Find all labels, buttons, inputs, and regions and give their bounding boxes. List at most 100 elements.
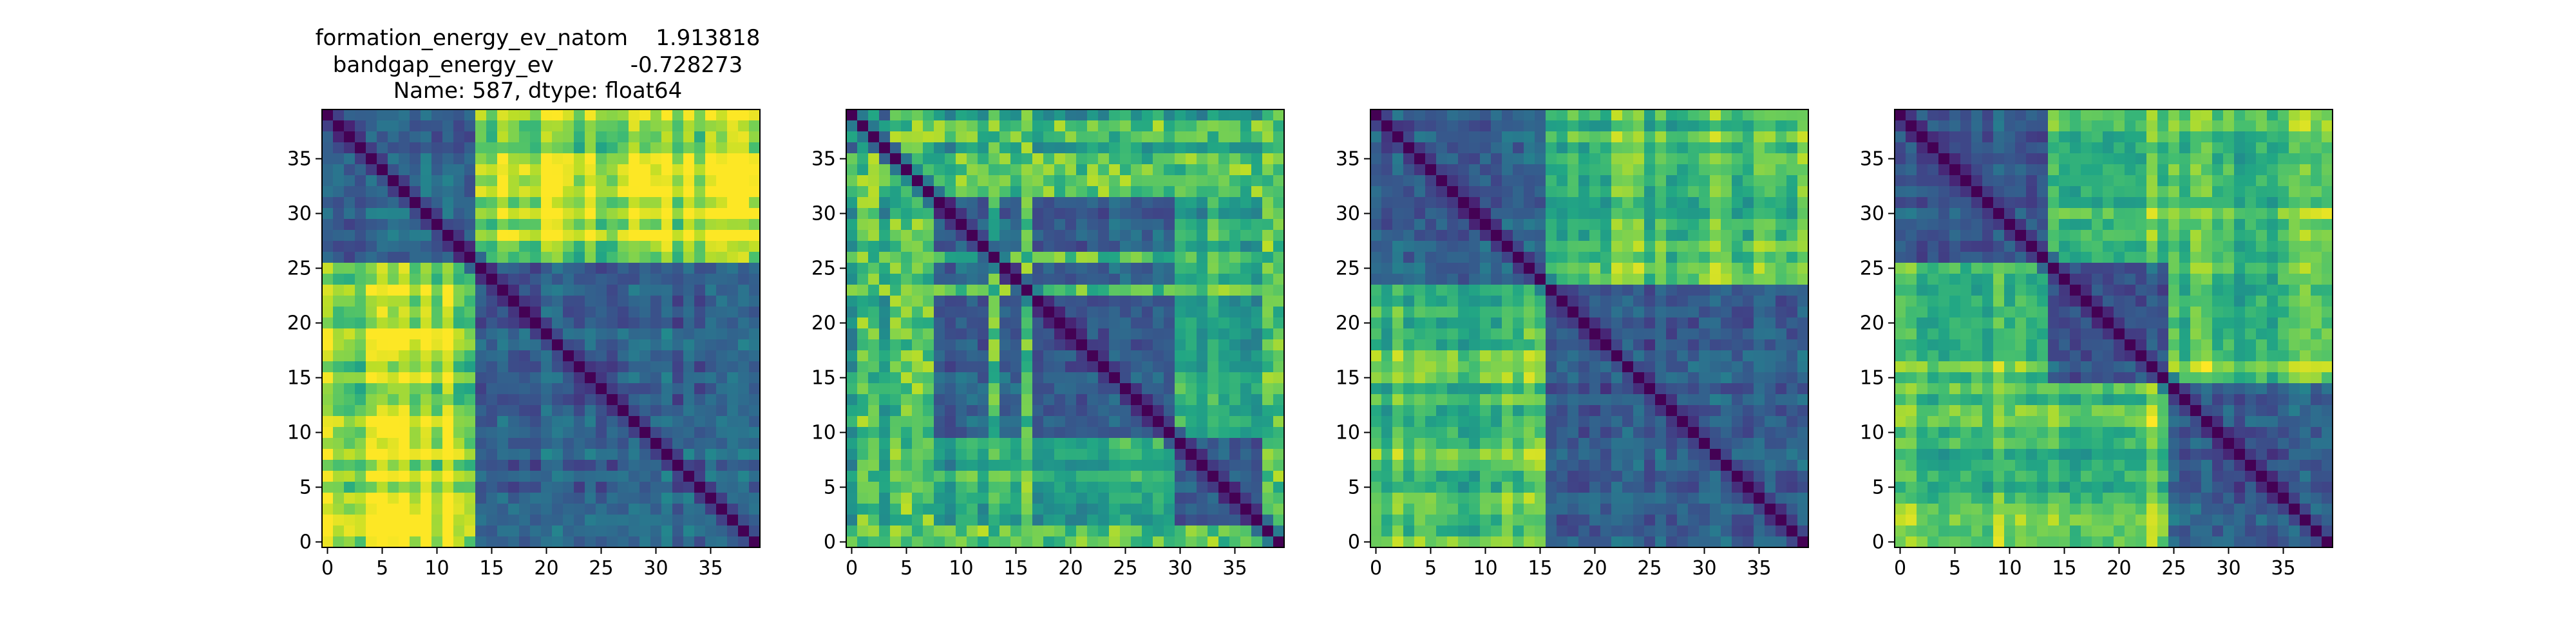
heatmap-cell xyxy=(629,296,640,307)
heatmap-cell xyxy=(1480,175,1492,187)
heatmap-cell xyxy=(344,219,355,231)
heatmap-cell xyxy=(1403,482,1415,493)
heatmap-cell xyxy=(956,219,967,231)
heatmap-cell xyxy=(1513,504,1524,515)
heatmap-cell xyxy=(377,438,388,450)
heatmap-cell xyxy=(1633,131,1645,143)
heatmap-cell xyxy=(901,252,913,263)
heatmap-cell xyxy=(1065,361,1077,373)
heatmap-cell xyxy=(1076,175,1088,187)
heatmap-cell xyxy=(1458,526,1470,537)
heatmap-cell xyxy=(1524,120,1535,132)
heatmap-cell xyxy=(694,219,706,231)
heatmap-cell xyxy=(574,383,585,395)
heatmap-cell xyxy=(1710,131,1721,143)
heatmap-cell xyxy=(1076,317,1088,329)
heatmap-cell xyxy=(1403,263,1415,274)
y-tick-label: 15 xyxy=(811,367,836,390)
heatmap-cell xyxy=(607,186,618,198)
heatmap-cell xyxy=(475,186,487,198)
heatmap-cell xyxy=(410,120,421,132)
heatmap-cell xyxy=(868,241,880,252)
heatmap-cell xyxy=(1403,328,1415,340)
heatmap-cell xyxy=(1754,438,1765,450)
heatmap-cell xyxy=(1087,241,1099,252)
heatmap-cell xyxy=(1721,131,1732,143)
heatmap-cell xyxy=(650,109,662,121)
heatmap-cell xyxy=(1054,131,1066,143)
heatmap-cell xyxy=(956,296,967,307)
heatmap-cell xyxy=(1502,219,1513,231)
heatmap-cell xyxy=(978,274,989,285)
heatmap-cell xyxy=(923,296,934,307)
heatmap-cell xyxy=(1131,109,1142,121)
heatmap-cell xyxy=(923,405,934,417)
heatmap-cell xyxy=(956,383,967,395)
heatmap-cell xyxy=(486,197,498,209)
heatmap-cell xyxy=(1229,131,1241,143)
heatmap-cell xyxy=(738,405,750,417)
heatmap-cell xyxy=(901,120,913,132)
heatmap-cell xyxy=(399,142,410,154)
heatmap-cell xyxy=(1557,296,1568,307)
heatmap-cell xyxy=(639,120,651,132)
heatmap-cell xyxy=(453,241,465,252)
heatmap-cell xyxy=(1743,153,1754,165)
heatmap-cell xyxy=(377,296,388,307)
heatmap-cell xyxy=(650,504,662,515)
heatmap-cell xyxy=(945,175,956,187)
heatmap-cell xyxy=(1120,515,1132,526)
heatmap-cell xyxy=(344,131,355,143)
heatmap-cell xyxy=(1754,307,1765,318)
heatmap-cell xyxy=(1120,317,1132,329)
heatmap-cell xyxy=(1502,482,1513,493)
heatmap-cell xyxy=(945,164,956,176)
heatmap-cell xyxy=(596,515,607,526)
heatmap-cell xyxy=(934,219,945,231)
heatmap-cell xyxy=(366,252,377,263)
heatmap-cell xyxy=(355,383,366,395)
heatmap-cell xyxy=(1786,328,1798,340)
heatmap-cell xyxy=(618,219,629,231)
heatmap-cell xyxy=(410,241,421,252)
heatmap-cell xyxy=(1644,252,1656,263)
heatmap-cell xyxy=(519,383,531,395)
heatmap-cell xyxy=(934,449,945,460)
heatmap-cell xyxy=(1600,186,1612,198)
heatmap-cell xyxy=(1392,153,1404,165)
heatmap-cell xyxy=(1578,263,1590,274)
heatmap-cell xyxy=(629,482,640,493)
heatmap-cell xyxy=(1197,317,1208,329)
heatmap-cell xyxy=(1229,460,1241,471)
heatmap-cell xyxy=(1546,186,1557,198)
heatmap-cell xyxy=(989,405,1000,417)
heatmap-cell xyxy=(563,274,574,285)
heatmap-cell xyxy=(989,328,1000,340)
heatmap-cell xyxy=(945,230,956,242)
heatmap-cell xyxy=(355,361,366,373)
heatmap-cell xyxy=(464,164,476,176)
heatmap-cell xyxy=(388,208,399,220)
heatmap-cell xyxy=(650,307,662,318)
heatmap-cell xyxy=(421,394,432,406)
heatmap-cell xyxy=(1480,186,1492,198)
heatmap-cell xyxy=(1732,219,1743,231)
heatmap-cell xyxy=(1370,361,1382,373)
heatmap-cell xyxy=(934,405,945,417)
heatmap-cell xyxy=(1392,339,1404,351)
heatmap-cell xyxy=(1392,416,1404,428)
heatmap-cell xyxy=(879,164,891,176)
heatmap-cell xyxy=(857,471,869,482)
heatmap-cell xyxy=(1666,383,1678,395)
heatmap-cell xyxy=(1109,328,1121,340)
heatmap-cell xyxy=(716,317,728,329)
heatmap-cell xyxy=(1622,230,1634,242)
heatmap-cell xyxy=(1381,197,1393,209)
heatmap-cell xyxy=(530,536,542,548)
heatmap-cell xyxy=(563,515,574,526)
heatmap-cell xyxy=(1469,504,1481,515)
heatmap-cell xyxy=(574,504,585,515)
heatmap-cell xyxy=(1021,317,1033,329)
heatmap-cell xyxy=(1797,263,1809,274)
heatmap-cell xyxy=(574,230,585,242)
